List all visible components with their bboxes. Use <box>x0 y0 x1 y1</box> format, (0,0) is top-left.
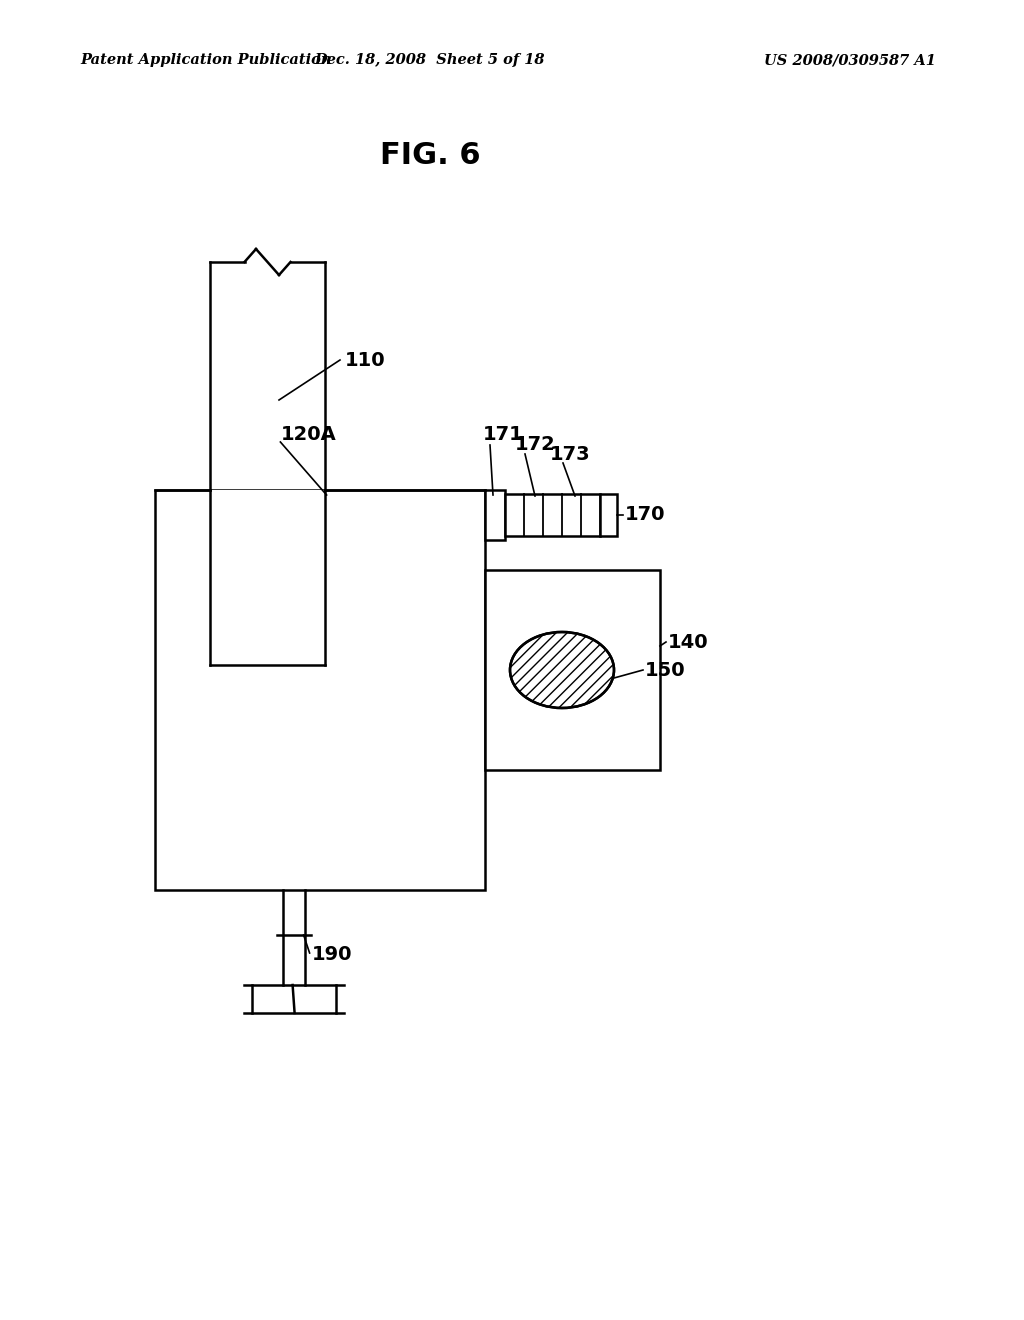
Ellipse shape <box>510 632 614 708</box>
Text: 190: 190 <box>311 945 352 965</box>
Text: 140: 140 <box>668 632 709 652</box>
Text: FIG. 6: FIG. 6 <box>380 140 480 169</box>
Text: 170: 170 <box>625 506 666 524</box>
Text: Patent Application Publication: Patent Application Publication <box>80 53 332 67</box>
Bar <box>485 490 505 540</box>
Bar <box>600 494 617 536</box>
Bar <box>155 490 485 890</box>
Text: 171: 171 <box>483 425 523 445</box>
Bar <box>485 570 660 770</box>
Bar <box>505 494 600 536</box>
Text: Dec. 18, 2008  Sheet 5 of 18: Dec. 18, 2008 Sheet 5 of 18 <box>314 53 545 67</box>
Text: 173: 173 <box>550 445 591 463</box>
Text: 110: 110 <box>345 351 386 370</box>
Text: 150: 150 <box>645 660 686 680</box>
Text: 120A: 120A <box>281 425 336 445</box>
Bar <box>210 490 325 665</box>
Text: US 2008/0309587 A1: US 2008/0309587 A1 <box>764 53 936 67</box>
Text: 172: 172 <box>515 436 556 454</box>
